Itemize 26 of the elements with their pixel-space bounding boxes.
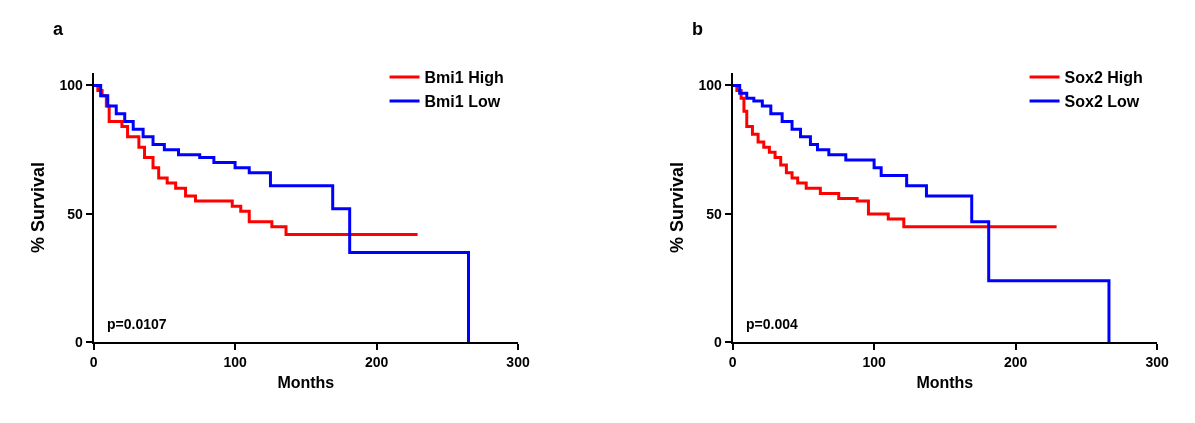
legend-label: Sox2 High [1064,69,1143,87]
y-tick-label: 50 [706,205,723,222]
x-tick-label: 200 [364,354,389,371]
y-axis-title: % Survival [28,161,49,254]
x-axis-title: Months [277,374,335,392]
x-tick-label: 300 [1145,354,1169,371]
y-tick-label: 100 [59,77,84,94]
x-tick-label: 0 [89,354,98,371]
y-tick-label: 100 [698,77,723,94]
annotation: p=0.0107 [107,316,167,332]
x-axis-title: Months [916,374,974,392]
chart-title: b [692,19,703,39]
legend-label: Bmi1 High [424,69,504,87]
chart-title: a [53,19,64,39]
legend-label: Sox2 Low [1064,93,1140,111]
y-tick-label: 50 [67,205,84,222]
y-tick-label: 0 [714,334,723,351]
x-tick-label: 200 [1003,354,1028,371]
x-tick-label: 300 [506,354,530,371]
x-tick-label: 100 [223,354,247,371]
x-tick-label: 0 [728,354,737,371]
legend-label: Bmi1 Low [424,93,501,111]
x-tick-label: 100 [862,354,886,371]
y-tick-label: 0 [75,334,84,351]
annotation: p=0.004 [746,316,798,332]
y-axis-title: % Survival [667,161,688,254]
